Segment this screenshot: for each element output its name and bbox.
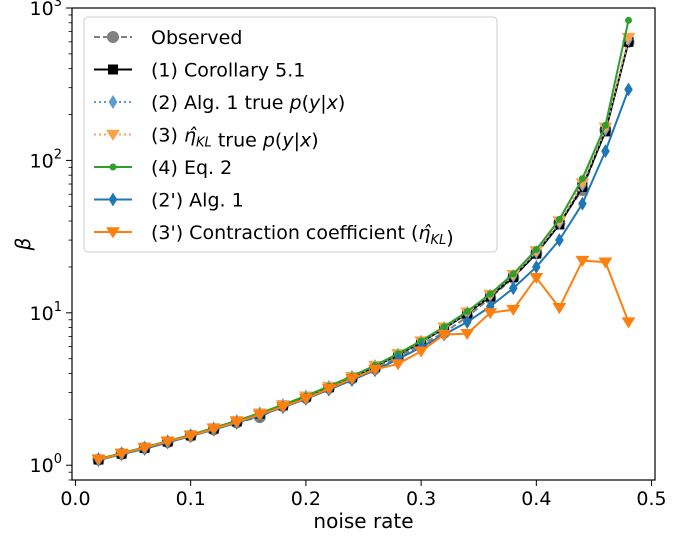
data-point bbox=[486, 290, 494, 298]
axes: 0.0 0.1 0.2 0.3 0.4 0.5 100 101 102 103 noise rate… bbox=[11, 0, 667, 533]
data-point bbox=[506, 304, 521, 316]
legend-label: (2') Alg. 1 bbox=[151, 190, 244, 212]
data-point bbox=[601, 144, 610, 159]
data-point bbox=[414, 346, 429, 358]
axes-frame bbox=[71, 7, 656, 481]
legend: Observed (1) Corollary 5.1 (2) Alg. 1 true… bbox=[83, 16, 498, 253]
y-axis-label: β bbox=[11, 237, 35, 251]
plot-area bbox=[91, 16, 636, 468]
legend-entry: (2) Alg. 1 true p(y|x) bbox=[94, 92, 345, 114]
legend-label: (3) η̂KL true p(y|x) bbox=[151, 125, 319, 152]
legend-marker bbox=[106, 129, 120, 141]
legend-label: Observed bbox=[151, 27, 242, 49]
legend-entry: (4) Eq. 2 bbox=[94, 157, 232, 179]
data-point bbox=[298, 393, 313, 405]
data-point bbox=[621, 317, 636, 329]
legend-marker bbox=[106, 227, 120, 239]
data-point bbox=[624, 82, 633, 97]
data-point bbox=[368, 364, 382, 376]
legend-label: (3') Contraction coefficient (η̂KL) bbox=[151, 222, 454, 249]
data-point bbox=[575, 255, 590, 267]
legend-box bbox=[83, 16, 498, 253]
data-point bbox=[229, 417, 244, 429]
y-tick-label: 101 bbox=[30, 300, 62, 325]
data-point bbox=[625, 16, 632, 24]
x-tick-label: 0.1 bbox=[176, 488, 206, 510]
legend-entry: (3) η̂KL true p(y|x) bbox=[94, 125, 319, 152]
data-point bbox=[460, 328, 475, 340]
series-7 bbox=[91, 255, 636, 466]
y-tick-label: 103 bbox=[30, 0, 62, 20]
x-tick-label: 0.3 bbox=[406, 488, 436, 510]
data-point bbox=[578, 196, 587, 211]
legend-entry: (1) Corollary 5.1 bbox=[94, 60, 305, 82]
series-line bbox=[98, 259, 630, 461]
data-point bbox=[555, 215, 563, 223]
data-point bbox=[462, 315, 472, 329]
legend-marker bbox=[109, 163, 117, 171]
legend-marker bbox=[108, 192, 118, 207]
data-point bbox=[532, 246, 540, 254]
data-point bbox=[437, 329, 452, 341]
x-tick-label: 0.5 bbox=[636, 488, 666, 510]
y-tick-label: 102 bbox=[30, 147, 62, 172]
data-point bbox=[552, 303, 567, 315]
data-point bbox=[529, 272, 544, 285]
x-axis-label: noise rate bbox=[313, 509, 413, 533]
legend-label: (2) Alg. 1 true p(y|x) bbox=[151, 92, 345, 114]
data-point bbox=[160, 436, 175, 448]
data-point bbox=[183, 431, 198, 443]
data-point bbox=[391, 359, 405, 371]
data-point bbox=[137, 443, 152, 455]
x-tick-label: 0.4 bbox=[521, 488, 551, 510]
legend-marker bbox=[108, 95, 118, 109]
x-tick-label: 0.0 bbox=[60, 488, 90, 510]
data-point bbox=[598, 257, 613, 269]
data-point bbox=[555, 233, 564, 248]
data-point bbox=[275, 402, 290, 414]
x-tick-label: 0.2 bbox=[291, 488, 321, 510]
data-point bbox=[578, 175, 586, 183]
legend-marker bbox=[108, 64, 118, 75]
data-point bbox=[345, 373, 359, 385]
legend-label: (4) Eq. 2 bbox=[151, 157, 232, 179]
data-point bbox=[252, 409, 267, 421]
y-tick-label: 100 bbox=[30, 452, 62, 477]
data-point bbox=[322, 383, 336, 395]
legend-entry: Observed bbox=[94, 27, 242, 49]
data-point bbox=[114, 449, 129, 461]
data-point bbox=[463, 308, 471, 316]
data-point bbox=[483, 308, 498, 320]
legend-entry: (2') Alg. 1 bbox=[94, 190, 244, 212]
data-point bbox=[91, 454, 106, 466]
legend-entry: (3') Contraction coefficient (η̂KL) bbox=[94, 222, 454, 249]
data-point bbox=[508, 281, 518, 296]
data-point bbox=[509, 270, 517, 278]
legend-marker bbox=[107, 31, 119, 43]
data-point bbox=[206, 424, 221, 436]
data-point bbox=[601, 121, 609, 129]
legend-label: (1) Corollary 5.1 bbox=[151, 60, 305, 82]
data-point bbox=[532, 259, 541, 274]
